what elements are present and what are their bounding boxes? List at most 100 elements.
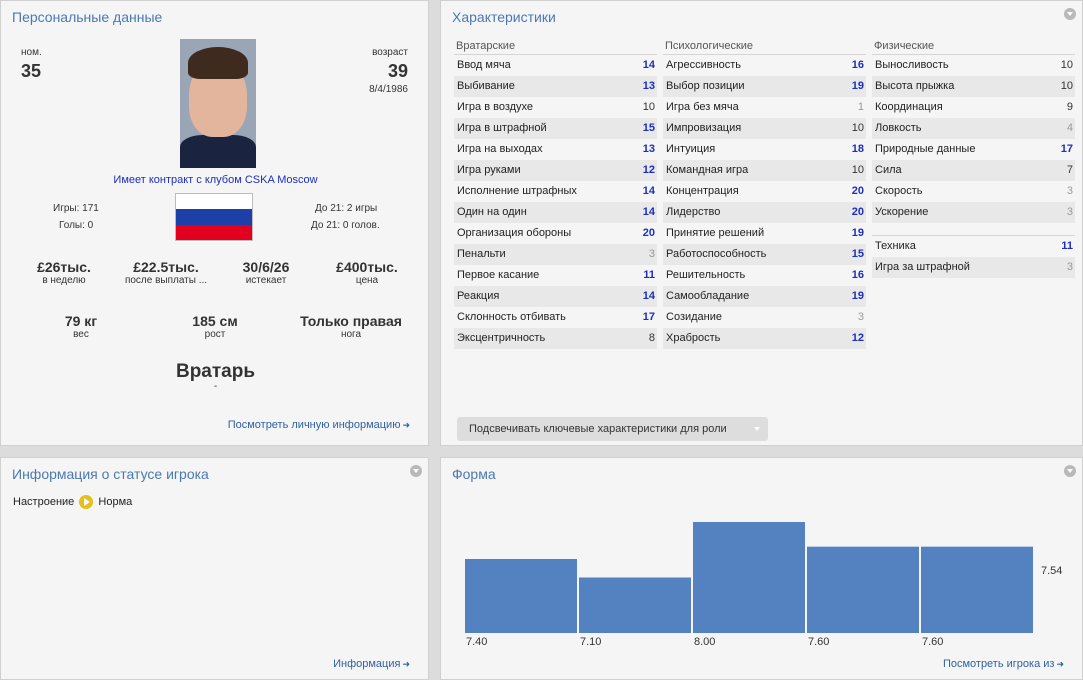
attribute-row[interactable]: Природные данные 17 (872, 139, 1075, 160)
attribute-row[interactable]: Решительность 16 (663, 265, 866, 286)
attribute-value: 20 (851, 185, 864, 197)
attribute-value: 3 (1066, 206, 1073, 218)
age-value: 39 (387, 61, 408, 81)
attribute-name: Созидание (666, 311, 722, 323)
attribute-row[interactable]: Реакция 14 (454, 286, 657, 307)
wage-block: £26тыс. в неделю (14, 259, 114, 286)
attribute-name: Исполнение штрафных (457, 185, 577, 197)
attribute-value: 17 (1060, 143, 1073, 155)
attribute-row[interactable]: Эксцентричность 8 (454, 328, 657, 349)
form-bar[interactable] (579, 577, 691, 634)
attribute-value: 15 (642, 122, 655, 134)
attribute-value: 19 (851, 227, 864, 239)
attribute-row[interactable]: Выносливость 10 (872, 55, 1075, 76)
attribute-row[interactable]: Игра в штрафной 15 (454, 118, 657, 139)
attribute-row[interactable]: Пенальти 3 (454, 244, 657, 265)
attribute-name: Игра за штрафной (875, 261, 970, 273)
attribute-row[interactable]: Высота прыжка 10 (872, 76, 1075, 97)
status-title: Информация о статусе игрока (12, 466, 209, 482)
attribute-value: 10 (851, 164, 864, 176)
attribute-row[interactable]: Первое касание 11 (454, 265, 657, 286)
personal-info-link-text[interactable]: Посмотреть личную информацию (227, 419, 401, 431)
form-bar[interactable] (807, 546, 919, 633)
attribute-row[interactable]: Игра за штрафной 3 (872, 257, 1075, 278)
attribute-row[interactable]: Координация 9 (872, 97, 1075, 118)
attribute-row[interactable]: Техника 11 (872, 236, 1075, 257)
expiry-value: 30/6/26 (242, 259, 290, 275)
attribute-row[interactable]: Склонность отбивать 17 (454, 307, 657, 328)
attribute-value: 14 (642, 206, 655, 218)
weight-label: вес (73, 329, 89, 340)
attribute-row[interactable]: Исполнение штрафных 14 (454, 181, 657, 202)
attribute-name: Высота прыжка (875, 80, 955, 92)
value-block: £400тыс. цена (317, 259, 417, 286)
attribute-name: Игра в штрафной (457, 122, 547, 134)
attribute-value: 13 (642, 143, 655, 155)
attribute-row[interactable]: Импровизация 10 (663, 118, 866, 139)
attribute-value: 19 (851, 80, 864, 92)
attribute-row[interactable]: Лидерство 20 (663, 202, 866, 223)
attribute-row[interactable]: Ввод мяча 14 (454, 55, 657, 76)
attribute-row[interactable]: Сила 7 (872, 160, 1075, 181)
height-block: 185 см рост (165, 313, 265, 340)
attribute-name: Пенальти (457, 248, 506, 260)
status-info-link[interactable]: Информация ➜ (333, 658, 410, 670)
form-bar-label: 8.00 (694, 636, 715, 648)
collapse-icon[interactable] (410, 465, 422, 477)
attribute-row[interactable]: Организация обороны 20 (454, 223, 657, 244)
form-bar[interactable] (465, 559, 577, 633)
attribute-row[interactable]: Интуиция 18 (663, 139, 866, 160)
attribute-name: Ускорение (875, 206, 929, 218)
attribute-row[interactable]: Концентрация 20 (663, 181, 866, 202)
contract-link[interactable]: Имеет контракт с клубом CSKA Moscow (113, 174, 318, 186)
highlight-role-dropdown[interactable]: Подсвечивать ключевые характеристики для… (457, 417, 768, 441)
attribute-row[interactable]: Агрессивность 16 (663, 55, 866, 76)
collapse-icon[interactable] (1064, 8, 1076, 20)
attribute-row[interactable]: Ловкость 4 (872, 118, 1075, 139)
attribute-row[interactable]: Ускорение 3 (872, 202, 1075, 223)
expiry-block: 30/6/26 истекает (216, 259, 316, 286)
mental-column: Психологические Агрессивность 16 Выбор поз… (663, 37, 866, 349)
attribute-row[interactable]: Работоспособность 15 (663, 244, 866, 265)
form-bar-label: 7.60 (808, 636, 829, 648)
attribute-value: 17 (642, 311, 655, 323)
form-bar-label: 7.60 (922, 636, 943, 648)
attribute-row[interactable]: Игра в воздухе 10 (454, 97, 657, 118)
form-title: Форма (452, 466, 496, 482)
view-player-link[interactable]: Посмотреть игрока из ➜ (943, 658, 1064, 670)
chevron-down-icon (754, 427, 760, 431)
attribute-row[interactable]: Игра на выходах 13 (454, 139, 657, 160)
attribute-value: 3 (1066, 185, 1073, 197)
personal-info-link[interactable]: Посмотреть личную информацию ➜ (228, 419, 410, 431)
market-value: £400тыс. (336, 259, 398, 275)
attribute-row[interactable]: Командная игра 10 (663, 160, 866, 181)
attribute-row[interactable]: Один на один 14 (454, 202, 657, 223)
attribute-row[interactable]: Выбор позиции 19 (663, 76, 866, 97)
form-bar[interactable] (693, 522, 805, 633)
nationality-flag-icon (175, 193, 253, 241)
attribute-row[interactable]: Принятие решений 19 (663, 223, 866, 244)
mood-row: Настроение Норма (13, 495, 132, 509)
attribute-row[interactable]: Храбрость 12 (663, 328, 866, 349)
attribute-name: Координация (875, 101, 943, 113)
attribute-value: 18 (851, 143, 864, 155)
physical-column: Физические Выносливость 10 Высота прыжка 10… (872, 37, 1075, 278)
attribute-name: Принятие решений (666, 227, 765, 239)
mood-value: Норма (98, 495, 133, 508)
attribute-name: Выносливость (875, 59, 949, 71)
attribute-row[interactable]: Самообладание 19 (663, 286, 866, 307)
attribute-row[interactable]: Скорость 3 (872, 181, 1075, 202)
market-value-label: цена (355, 275, 379, 286)
attribute-row[interactable]: Игра без мяча 1 (663, 97, 866, 118)
form-bar[interactable] (921, 546, 1033, 633)
status-info-link-text[interactable]: Информация (333, 658, 401, 670)
collapse-icon[interactable] (1064, 465, 1076, 477)
attribute-row[interactable]: Созидание 3 (663, 307, 866, 328)
attribute-value: 20 (642, 227, 655, 239)
attribute-row[interactable]: Игра руками 12 (454, 160, 657, 181)
attribute-value: 11 (1061, 240, 1073, 252)
view-player-link-text[interactable]: Посмотреть игрока из (942, 658, 1055, 670)
after-tax-label: после выплаты ... (124, 275, 208, 286)
foot-label: нога (340, 329, 362, 340)
attribute-row[interactable]: Выбивание 13 (454, 76, 657, 97)
